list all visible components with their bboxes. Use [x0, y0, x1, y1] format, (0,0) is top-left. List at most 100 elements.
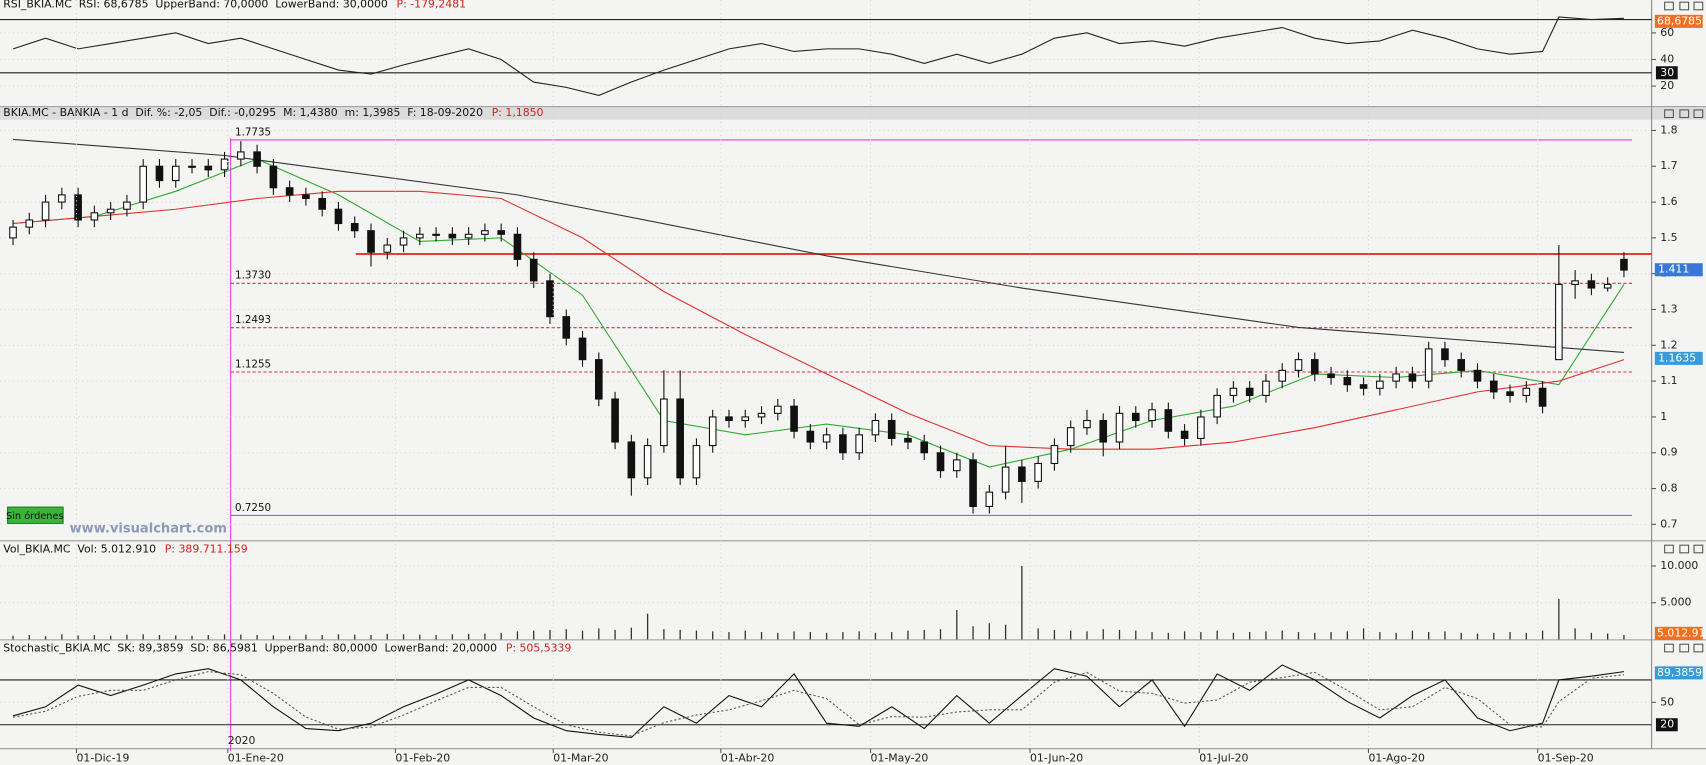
candle-body: [741, 416, 750, 422]
candle-body: [302, 194, 310, 200]
pane-title-note: P: -179,2481: [397, 0, 466, 10]
candle-body: [1099, 419, 1108, 443]
candle-body: [1376, 380, 1384, 389]
candle-body: [969, 459, 977, 507]
candle-body: [237, 151, 245, 160]
candle-body: [822, 434, 831, 443]
x-tick-label: 01-Dic-19: [76, 751, 129, 764]
candle-body: [611, 398, 619, 443]
window-button[interactable]: [1693, 1, 1704, 11]
fib-label: 1.1255: [235, 358, 271, 370]
candle-body: [416, 233, 424, 239]
candle-body: [334, 208, 343, 225]
candle-body: [139, 165, 148, 203]
candle-body: [1213, 394, 1221, 418]
last-value-label: 5.012.91: [1657, 626, 1705, 639]
y-tick-label: 1: [1660, 410, 1667, 423]
status-text: Sin órdenes: [6, 510, 64, 522]
x-tick-label: 01-Abr-20: [721, 751, 774, 764]
series-line: [12, 671, 1625, 737]
candle-body: [1115, 412, 1124, 443]
candle-body: [1522, 387, 1531, 396]
candle-body: [1343, 376, 1352, 386]
candle-body: [578, 337, 587, 361]
window-button[interactable]: [1693, 643, 1704, 653]
candle-body: [9, 226, 17, 239]
candle-body: [708, 416, 717, 447]
candle-body: [1359, 384, 1368, 389]
candle-body: [887, 419, 896, 439]
candle-body: [839, 434, 847, 454]
candle-body: [74, 194, 82, 221]
last-value-box: [1654, 626, 1703, 640]
y-tick-label: 0.7: [1660, 517, 1677, 530]
x-tick-label: 01-Jul-20: [1199, 751, 1248, 764]
fib-label: 1.2493: [235, 314, 271, 326]
candle-body: [904, 437, 912, 443]
window-button[interactable]: [1664, 109, 1674, 119]
series-line: [13, 190, 1625, 450]
candle-body: [41, 201, 50, 221]
fib-label: 1.3730: [235, 270, 271, 282]
candle-body: [529, 258, 538, 282]
candle-body: [1473, 369, 1482, 382]
fib-label: 1.7735: [235, 126, 271, 138]
y-tick-label: 0.8: [1660, 482, 1677, 495]
candle-body: [1229, 387, 1238, 396]
window-button[interactable]: [1679, 109, 1690, 119]
candle-body: [546, 280, 554, 318]
pane-title-note: P: 389.711.159: [165, 543, 248, 556]
candle-body: [1278, 369, 1287, 382]
x-tick-label: 01-Mar-20: [553, 751, 608, 764]
candle-body: [155, 165, 164, 182]
header-strip: [0, 106, 1706, 120]
candle-body: [1050, 445, 1059, 465]
candle-body: [1603, 283, 1612, 289]
window-button[interactable]: [1679, 544, 1690, 554]
x-tick-label: 01-May-20: [871, 751, 929, 764]
candle-body: [627, 441, 636, 479]
candle-body: [1034, 462, 1042, 482]
candle-body: [1489, 380, 1498, 393]
y-tick-label: 60: [1660, 26, 1674, 39]
candle-body: [676, 398, 684, 479]
candle-body: [204, 165, 213, 171]
candle-body: [1294, 359, 1303, 371]
window-button[interactable]: [1693, 109, 1704, 119]
candle-body: [985, 491, 994, 507]
window-button[interactable]: [1679, 643, 1690, 653]
candle-body: [1148, 409, 1156, 422]
candle-body: [464, 233, 473, 239]
candle-body: [1018, 466, 1026, 482]
last-value-box: [1654, 666, 1703, 680]
candle-body: [1620, 258, 1628, 271]
candle-body: [318, 197, 326, 210]
y-tick-label: 40: [1660, 52, 1674, 65]
candle-body: [285, 187, 294, 196]
candle-body: [1392, 373, 1400, 382]
candle-body: [920, 441, 929, 454]
band-label-box: [1655, 66, 1678, 80]
window-button[interactable]: [1664, 1, 1674, 11]
last-value-box: [1654, 14, 1703, 28]
candle-body: [562, 316, 571, 339]
candle-body: [806, 430, 815, 443]
candle-body: [1424, 348, 1433, 382]
candle-body: [643, 445, 652, 479]
window-button[interactable]: [1664, 643, 1674, 653]
status-badge[interactable]: [7, 506, 64, 524]
y-tick-label: 1.7: [1660, 159, 1677, 172]
window-button[interactable]: [1664, 544, 1674, 554]
candle-body: [1587, 280, 1596, 289]
y-tick-label: 1.8: [1660, 123, 1677, 136]
candle-body: [594, 359, 603, 400]
candle-body: [253, 151, 261, 167]
series-line: [12, 16, 1624, 97]
window-button[interactable]: [1693, 544, 1704, 554]
window-button[interactable]: [1679, 1, 1690, 11]
x-tick-label: 01-Ene-20: [228, 751, 284, 764]
series-line: [12, 664, 1625, 739]
candle-body: [58, 194, 66, 203]
